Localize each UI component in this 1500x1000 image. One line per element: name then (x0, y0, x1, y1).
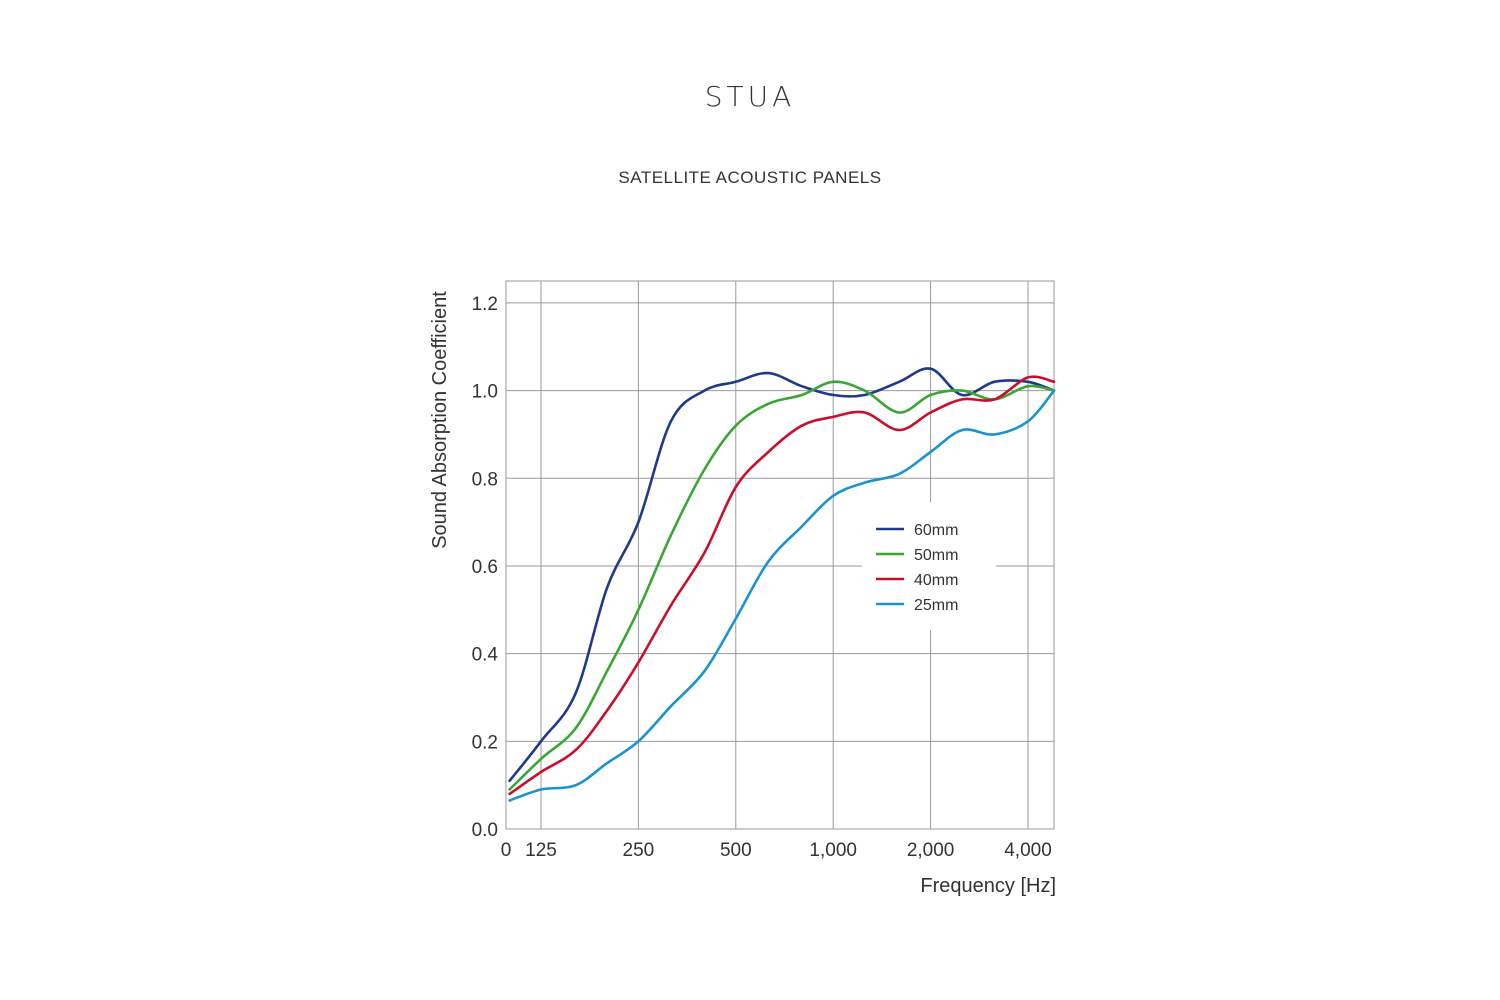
plot-frame (505, 280, 1055, 830)
x-tick-label: 250 (623, 840, 655, 861)
y-tick-label: 0.2 (472, 732, 498, 753)
y-tick-label: 0.6 (472, 557, 498, 578)
x-tick-label: 1,000 (809, 840, 857, 861)
legend-label-50mm: 50mm (914, 547, 958, 564)
y-axis-label: Sound Absorption Coefficient (429, 291, 451, 549)
x-tick-label: 2,000 (907, 840, 955, 861)
x-tick-label: 125 (525, 840, 557, 861)
y-tick-label: 1.2 (472, 294, 498, 315)
x-axis-label: Frequency [Hz] (920, 875, 1056, 897)
series-line-60mm (508, 367, 1056, 783)
brand-logo: STUA (704, 80, 796, 113)
y-tick-label: 1.0 (472, 382, 498, 403)
legend: 60mm 50mm 40mm 25mm (862, 502, 996, 630)
series-line-25mm (508, 389, 1056, 802)
chart-subtitle: SATELLITE ACOUSTIC PANELS (618, 168, 882, 187)
y-tick-label: 0.0 (472, 820, 498, 841)
tick-labels: 0.0 0.2 0.4 0.6 0.8 1.0 1.2 0 125 250 500 1,000 2,00… (472, 294, 1052, 861)
series-line-50mm (508, 380, 1056, 791)
y-tick-label: 0.8 (472, 469, 498, 490)
x-tick-label: 0 (501, 840, 512, 861)
legend-label-60mm: 60mm (914, 522, 958, 539)
legend-label-25mm: 25mm (914, 597, 958, 614)
x-tick-label: 500 (720, 840, 752, 861)
y-tick-label: 0.4 (472, 645, 499, 666)
x-tick-label: 4,000 (1004, 840, 1052, 861)
series-group (508, 367, 1056, 802)
legend-label-40mm: 40mm (914, 572, 958, 589)
legend-box (862, 502, 996, 630)
series-line-40mm (508, 375, 1056, 796)
